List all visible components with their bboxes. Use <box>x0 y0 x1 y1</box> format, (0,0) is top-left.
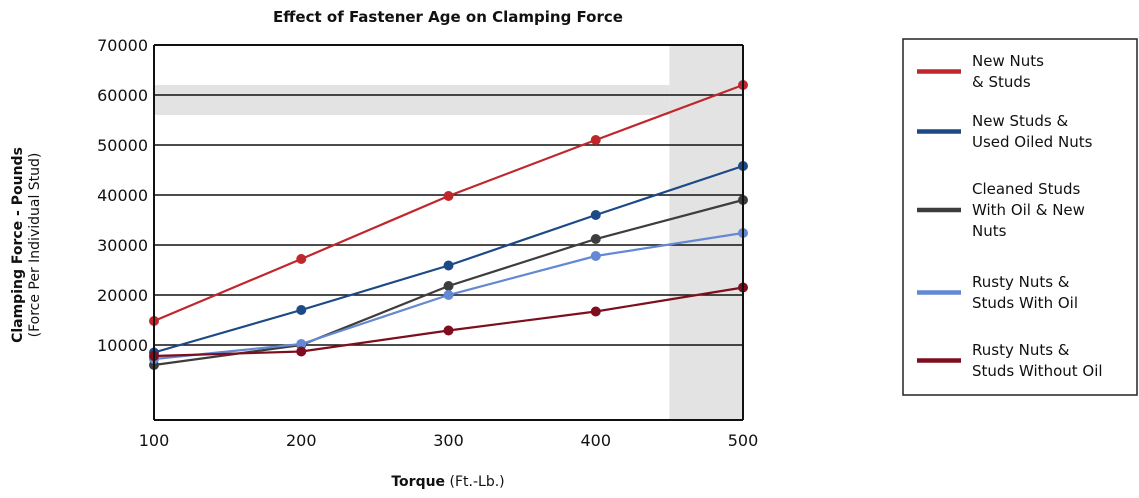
legend-label: & Studs <box>972 73 1031 91</box>
y-tick-label: 20000 <box>97 286 148 305</box>
x-tick-label: 300 <box>433 431 464 450</box>
chart-title: Effect of Fastener Age on Clamping Force <box>273 8 623 26</box>
y-axis-label-line2: (Force Per Individual Stud) <box>27 153 43 338</box>
legend-label: Cleaned Studs <box>972 180 1081 198</box>
data-point <box>590 251 601 261</box>
legend-entry-5: Rusty Nuts & Studs Without Oil <box>917 341 1103 380</box>
x-tick-label: 200 <box>286 431 317 450</box>
y-tick-label: 30000 <box>97 236 148 255</box>
legend-label: Nuts <box>972 222 1007 240</box>
x-axis-label: Torque (Ft.-Lb.) <box>391 474 504 490</box>
legend-label: Rusty Nuts & <box>972 273 1070 291</box>
legend-box <box>902 38 1138 396</box>
y-tick-label: 10000 <box>97 336 148 355</box>
data-point <box>443 281 454 291</box>
y-tick-label: 70000 <box>97 36 148 55</box>
x-tick-labels: 100 200 300 400 500 <box>139 431 759 450</box>
data-point <box>443 290 454 300</box>
data-point <box>443 325 454 336</box>
legend-entry-1: New Nuts & Studs <box>917 52 1044 91</box>
series-4 <box>149 228 748 364</box>
shaded-band-x <box>669 45 743 420</box>
y-tick-labels: 10000 20000 30000 40000 50000 60000 70000 <box>97 36 148 355</box>
data-point <box>590 135 601 145</box>
y-axis-label: Clamping Force - Pounds (Force Per Indiv… <box>10 147 43 343</box>
data-point <box>296 254 307 264</box>
data-point <box>296 305 307 315</box>
y-tick-label: 40000 <box>97 186 148 205</box>
x-tick-label: 100 <box>139 431 170 450</box>
legend-label: With Oil & New <box>972 201 1085 219</box>
series-3 <box>149 195 748 370</box>
legend-entry-2: New Studs & Used Oiled Nuts <box>917 112 1093 151</box>
axes <box>153 44 744 421</box>
shaded-band-y <box>154 85 670 115</box>
legend-label: Rusty Nuts & <box>972 341 1070 359</box>
data-point <box>296 339 307 349</box>
data-point <box>590 306 601 317</box>
x-axis-label-bold: Torque <box>391 474 445 490</box>
data-point <box>443 191 454 201</box>
legend-label: New Nuts <box>972 52 1044 70</box>
y-tick-label: 60000 <box>97 86 148 105</box>
data-series <box>149 80 748 370</box>
legend-label: Studs With Oil <box>972 294 1078 312</box>
legend: New Nuts & Studs New Studs & Used Oiled Nut… <box>917 52 1103 380</box>
y-tick-label: 50000 <box>97 136 148 155</box>
data-point <box>296 346 307 357</box>
x-tick-label: 500 <box>728 431 759 450</box>
legend-label: Used Oiled Nuts <box>972 133 1093 151</box>
legend-label: Studs Without Oil <box>972 362 1103 380</box>
x-axis-label-unit: (Ft.-Lb.) <box>445 474 505 490</box>
legend-entry-3: Cleaned Studs With Oil & New Nuts <box>917 180 1085 240</box>
legend-entry-4: Rusty Nuts & Studs With Oil <box>917 273 1078 312</box>
series-1 <box>149 80 748 326</box>
data-point <box>443 260 454 271</box>
legend-label: New Studs & <box>972 112 1068 130</box>
shaded-bands <box>154 45 743 420</box>
y-axis-label-line1: Clamping Force - Pounds <box>10 147 26 343</box>
data-point <box>590 234 601 244</box>
data-point <box>590 210 601 220</box>
x-tick-label: 400 <box>580 431 611 450</box>
